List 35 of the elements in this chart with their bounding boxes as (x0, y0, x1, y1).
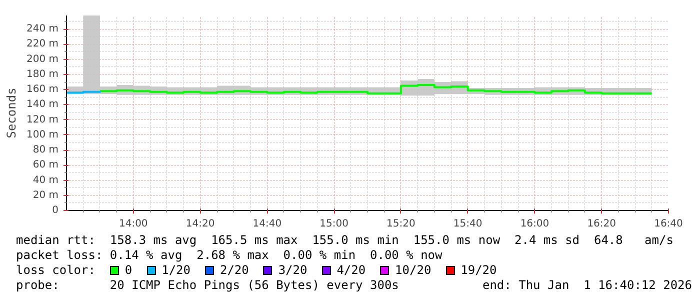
x-tick-label: 14:40 (252, 218, 282, 230)
x-tick-label: 15:00 (320, 218, 348, 230)
legend-label: 10/20 (395, 263, 432, 277)
y-tick-label: 0 (52, 205, 59, 216)
x-tick-label: 16:40 (654, 218, 683, 230)
legend-label: 4/20 (336, 263, 366, 277)
text: probe: 20 ICMP Echo Pings (56 Bytes) every 300s (16, 278, 399, 293)
x-tick-label: 15:40 (453, 218, 482, 230)
y-tick-label: 40 m (32, 174, 59, 186)
legend-label: 19/20 (460, 263, 497, 277)
x-tick-label: 14:20 (186, 218, 215, 230)
y-tick-label: 100 m (26, 129, 59, 140)
text: packet loss: 0.14 % avg 2.68 % max 0.00 % min 0.00 % now (16, 248, 442, 263)
y-axis-title: Seconds (4, 88, 18, 138)
legend-title: loss color: (16, 263, 96, 277)
y-tick-label: 180 m (26, 68, 59, 80)
y-tick-label: 160 m (26, 84, 59, 96)
x-tick-label: 14:00 (118, 218, 148, 230)
y-tick-label: 80 m (32, 144, 59, 156)
legend-label: 1/20 (162, 263, 191, 277)
x-tick-label: 16:20 (587, 218, 616, 230)
y-tick-label: 60 m (32, 160, 59, 171)
y-tick-label: 200 m (26, 54, 59, 65)
legend-label: 2/20 (220, 263, 249, 277)
y-tick-label: 20 m (32, 190, 59, 201)
y-tick-label: 120 m (26, 114, 59, 126)
y-tick-label: 220 m (26, 38, 59, 50)
x-tick-label: 15:20 (386, 218, 416, 230)
x-tick-label: 16:00 (520, 218, 550, 230)
text: end: Thu Jan 1 16:40:12 2026 (482, 278, 692, 293)
y-tick-label: 140 m (26, 99, 59, 110)
text: median rtt: 158.3 ms avg 165.5 ms max 155.0 ms min 155.0 ms now 2.4 ms sd 64.8 am/s (16, 233, 674, 248)
legend-label: 3/20 (278, 263, 308, 277)
legend-label: 0 (124, 263, 132, 277)
y-tick-label: 240 m (26, 24, 59, 35)
